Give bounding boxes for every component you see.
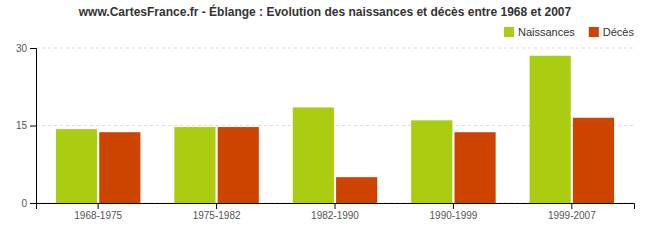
legend-item: Décès — [589, 26, 635, 38]
x-axis: 1968-1975 1975-1982 1982-1990 1990-1999 1999… — [37, 203, 635, 221]
x-tick-label: 1990-1999 — [430, 210, 478, 221]
bar — [174, 127, 215, 203]
y-tick: 15 — [16, 120, 36, 131]
legend-label: Décès — [603, 26, 635, 38]
legend-swatch — [589, 27, 599, 37]
x-tick-mark — [335, 203, 336, 209]
legend: Naissances Décès — [504, 26, 635, 38]
x-tick-mark — [98, 203, 99, 209]
y-tick-mark — [30, 48, 36, 49]
x-tick-mark — [216, 203, 217, 209]
bar — [218, 127, 259, 203]
series — [99, 118, 614, 203]
bar — [56, 129, 97, 203]
x-tick-label: 1999-2007 — [548, 210, 596, 221]
bar — [454, 132, 495, 203]
bar — [336, 177, 377, 203]
x-tick-label: 1975-1982 — [193, 210, 241, 221]
x-tick-label: 1982-1990 — [311, 210, 359, 221]
y-tick-mark — [30, 126, 36, 127]
grid-line — [36, 48, 634, 49]
y-axis: 0 15 30 — [16, 43, 37, 209]
chart: www.CartesFrance.fr - Éblange : Evolutio… — [0, 0, 650, 229]
y-tick: 30 — [16, 43, 36, 54]
y-axis-line — [30, 49, 37, 204]
x-axis-line — [37, 204, 635, 210]
bar — [530, 56, 571, 203]
series — [56, 56, 571, 203]
y-tick-label: 30 — [16, 43, 28, 54]
legend-label: Naissances — [518, 26, 575, 38]
legend-swatch — [504, 27, 514, 37]
x-tick-mark — [571, 203, 572, 209]
x-tick: 1982-1990 — [311, 203, 359, 221]
x-tick-mark — [453, 203, 454, 209]
plot: 0 15 30 1968-1975 1975-1982 1982-1990 1990-199… — [16, 43, 635, 221]
y-tick-label: 0 — [21, 198, 27, 209]
x-tick: 1975-1982 — [193, 203, 241, 221]
title: www.CartesFrance.fr - Éblange : Evolutio… — [78, 4, 572, 19]
legend-item: Naissances — [504, 26, 575, 38]
x-tick: 1999-2007 — [548, 203, 596, 221]
bar — [99, 132, 140, 203]
x-tick-label: 1968-1975 — [74, 210, 122, 221]
bar — [411, 120, 452, 203]
bar — [573, 118, 614, 203]
y-tick: 0 — [21, 198, 36, 209]
y-tick-label: 15 — [16, 120, 28, 131]
grid — [36, 48, 634, 203]
x-tick: 1968-1975 — [74, 203, 122, 221]
y-tick-mark — [30, 203, 36, 204]
bars — [56, 56, 614, 203]
bar — [293, 107, 334, 203]
x-tick: 1990-1999 — [430, 203, 478, 221]
